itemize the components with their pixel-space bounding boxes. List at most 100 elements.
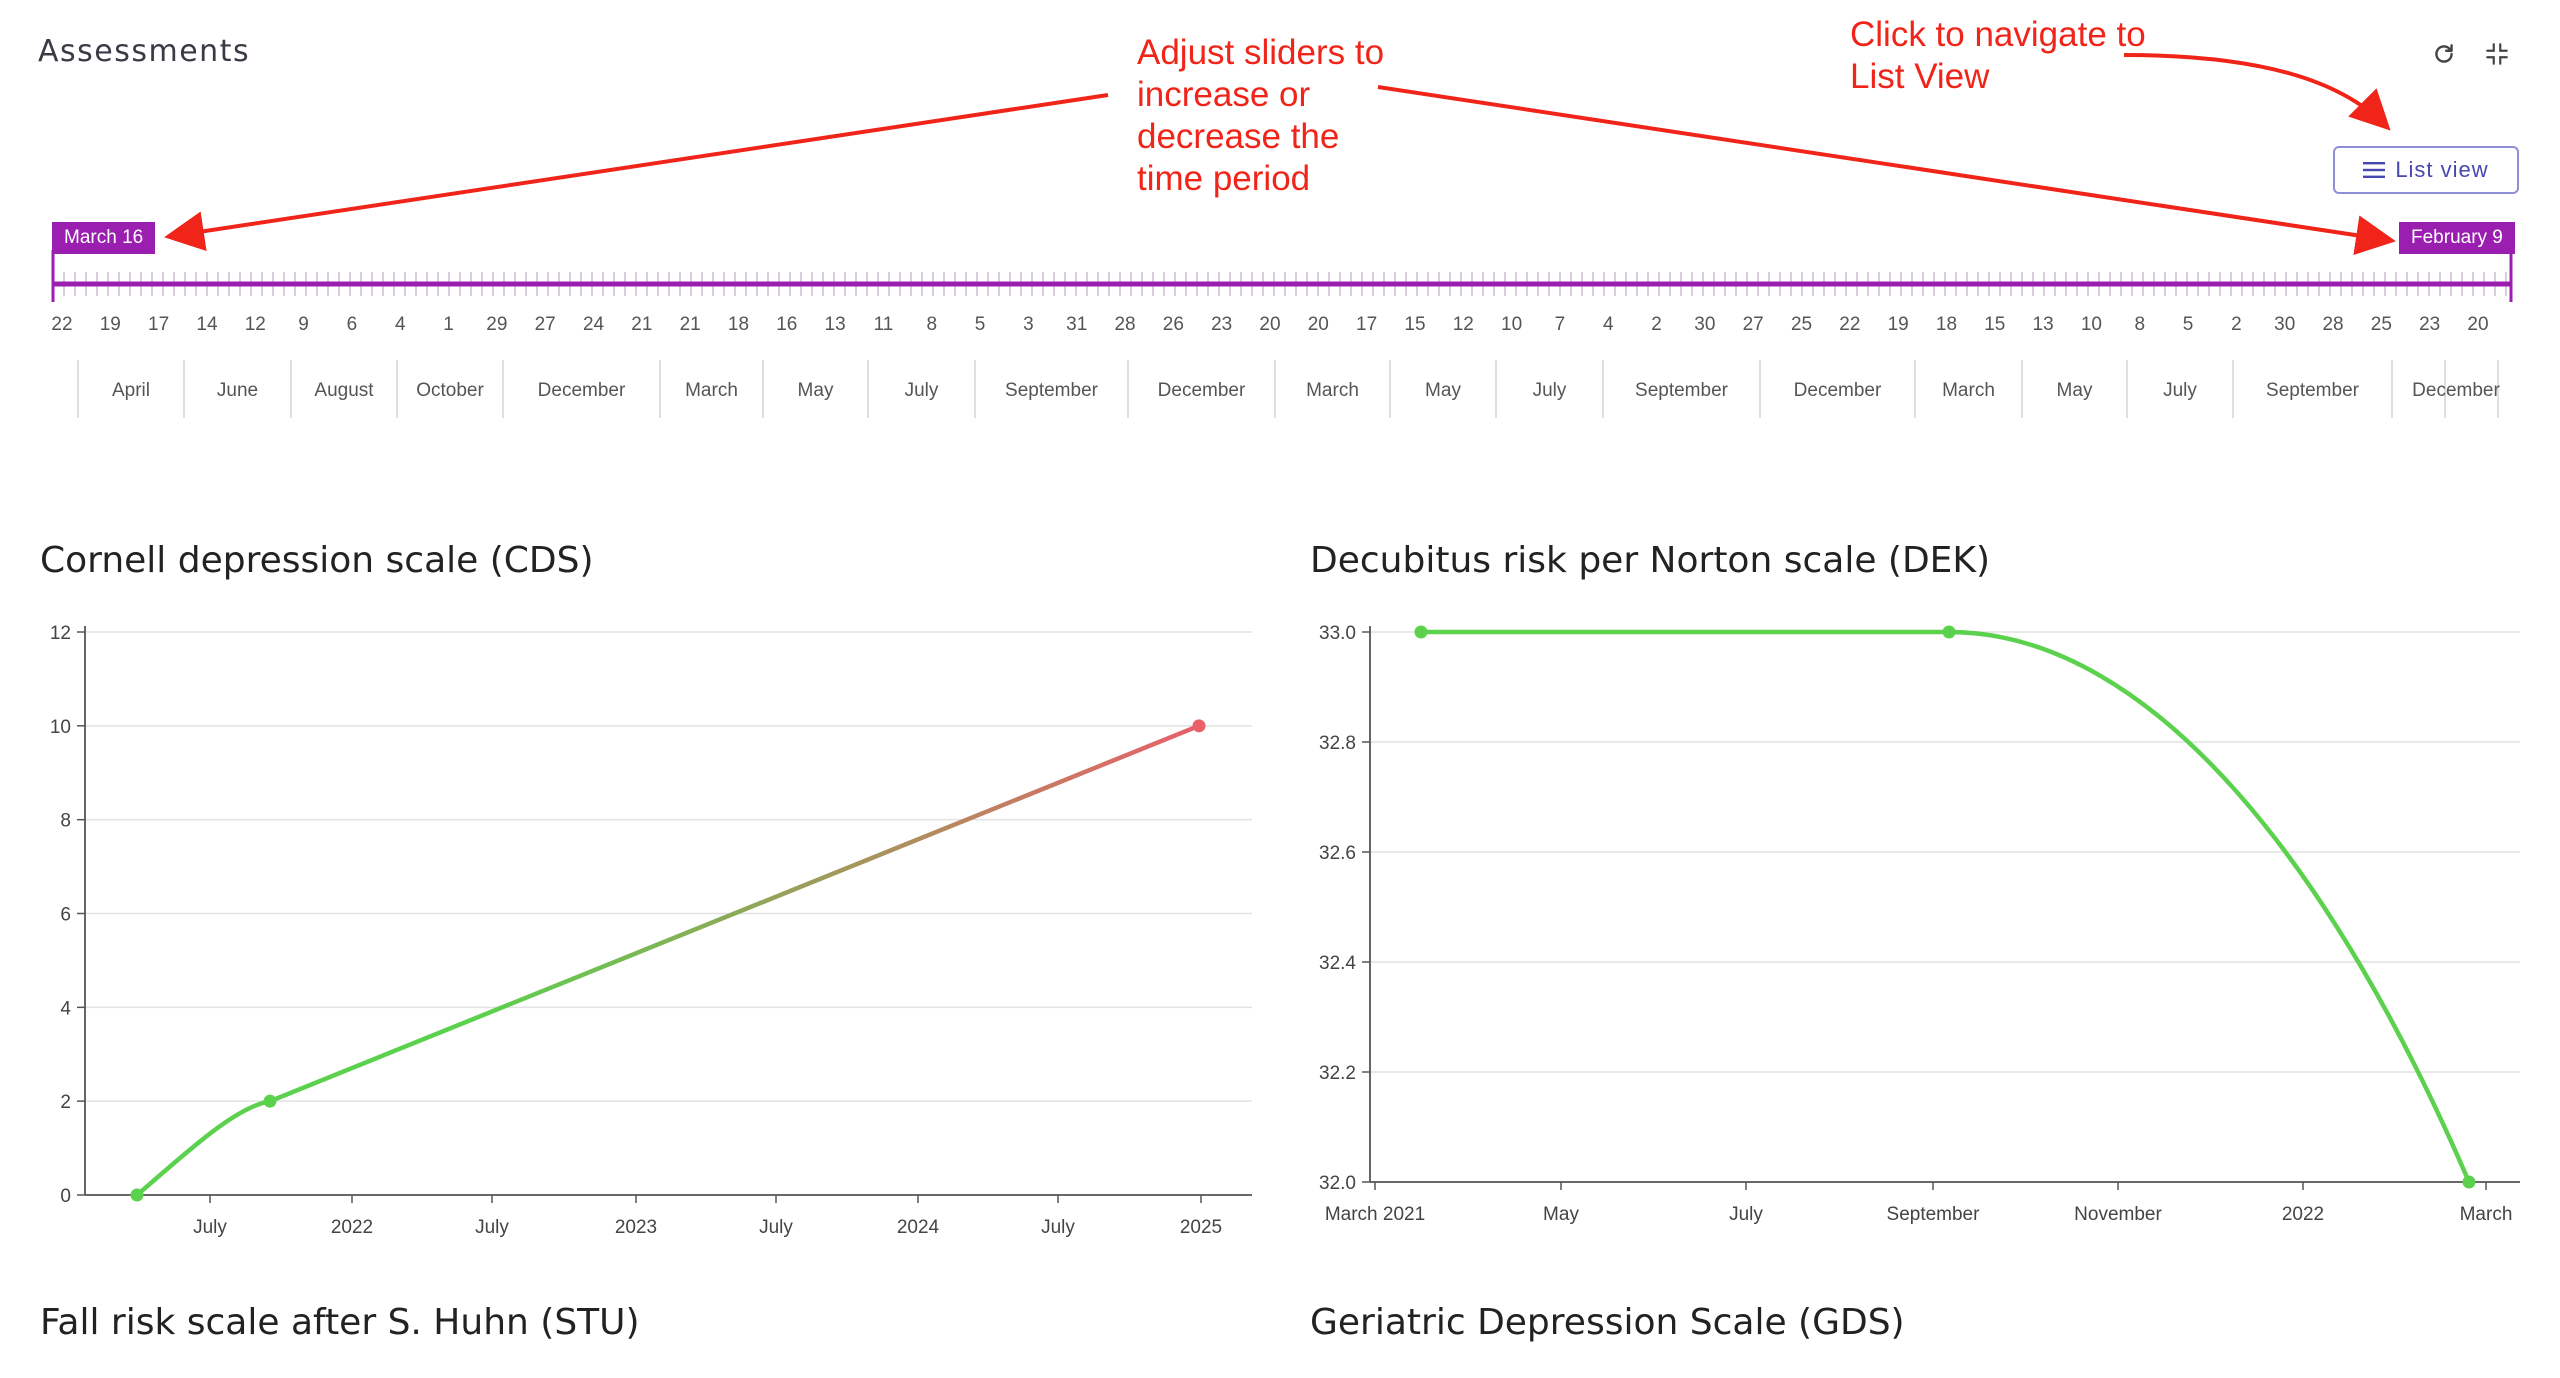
chart-x-tick-label: 2025	[1180, 1217, 1222, 1238]
collapse-icon	[2486, 43, 2508, 65]
timeline-day-tick: 11	[873, 314, 894, 335]
timeline-month-tick: May	[797, 380, 834, 401]
timeline-day-tick: 4	[394, 314, 406, 335]
chart-y-tick-label: 0	[60, 1186, 71, 1207]
chart-y-tick-label: 4	[60, 998, 71, 1019]
timeline-day-tick: 26	[1162, 314, 1184, 335]
timeline-month-tick: July	[2163, 380, 2197, 401]
chart-x-tick-label: 2023	[615, 1217, 657, 1238]
timeline-day-tick: 9	[298, 314, 309, 335]
timeline-month-tick: September	[1005, 380, 1098, 401]
timeline-day-tick: 5	[974, 314, 986, 335]
timeline-day-tick: 30	[2274, 314, 2296, 335]
timeline-day-tick: 15	[1404, 314, 1426, 335]
list-view-label: List view	[2395, 157, 2489, 182]
chart-series-line	[134, 723, 1202, 1198]
annotation-arrow-left	[164, 93, 1109, 252]
chart-x-tick-label: November	[2074, 1204, 2162, 1225]
timeline-day-tick: 1	[443, 314, 454, 335]
timeline-month-tick: October	[416, 380, 484, 401]
chart-data-point	[1192, 719, 1206, 733]
timeline-day-tick: 25	[2370, 314, 2392, 335]
timeline-day-tick: 13	[824, 314, 846, 335]
timeline-day-tick: 29	[486, 314, 508, 335]
chart-data-point	[1414, 625, 1428, 639]
chart-y-tick-label: 32.6	[1319, 843, 1356, 864]
timeline-day-tick: 21	[679, 314, 701, 335]
chart-x-tick-label: 2024	[897, 1217, 940, 1238]
chart-y-tick-label: 32.8	[1319, 733, 1356, 754]
timeline-month-tick: May	[1425, 380, 1461, 401]
timeline-day-tick: 28	[1114, 314, 1136, 335]
list-view-button[interactable]: List view	[2333, 146, 2519, 194]
chart-y-tick-label: 6	[60, 905, 71, 926]
timeline-month-tick: July	[1532, 380, 1567, 401]
timeline-day-tick: 2	[2231, 314, 2242, 335]
stu-chart-title: Fall risk scale after S. Huhn (STU)	[40, 1302, 640, 1343]
annotation-arrow-list	[2123, 53, 2391, 131]
cds-chart: 0 2 4 6 8 10 12 July 2022 July 2023 July 2024 July 202…	[50, 623, 1252, 1238]
timeline-day-tick: 12	[244, 314, 266, 335]
chart-x-tick-label: July	[759, 1217, 793, 1238]
timeline-day-tick: 28	[2322, 314, 2344, 335]
chart-y-tick-label: 32.2	[1319, 1063, 1356, 1084]
chart-y-tick-label: 33.0	[1319, 623, 1356, 644]
timeline-day-tick: 6	[346, 314, 358, 335]
chart-data-point	[130, 1188, 144, 1202]
timeline-day-tick: 23	[2419, 314, 2441, 335]
chart-x-tick-label: March	[2460, 1204, 2513, 1225]
dek-chart: 32.0 32.2 32.4 32.6 32.8 33.0 March 2021 May Jul…	[1319, 623, 2520, 1225]
timeline-day-tick: 27	[1742, 314, 1764, 335]
chart-y-tick-label: 32.4	[1319, 953, 1356, 974]
chart-x-tick-label: 2022	[331, 1217, 373, 1238]
annotation-sliders-note: Adjust sliders to increase or decrease t…	[1137, 33, 1385, 198]
dek-chart-title: Decubitus risk per Norton scale (DEK)	[1310, 540, 1991, 581]
page-title: Assessments	[38, 34, 251, 69]
timeline-month-tick: December	[1793, 380, 1882, 401]
chart-y-tick-label: 8	[60, 811, 71, 832]
timeline-day-tick: 30	[1694, 314, 1716, 335]
refresh-icon	[2435, 44, 2453, 63]
timeline-day-tick: 19	[1887, 314, 1909, 335]
collapse-button[interactable]	[2477, 34, 2517, 74]
timeline-day-tick: 18	[1935, 314, 1958, 335]
annotation-arrow-right	[1377, 85, 2396, 255]
chart-x-tick-label: 2022	[2282, 1204, 2324, 1225]
timeline-slider[interactable]	[0, 220, 2560, 420]
chart-x-tick-label: July	[1041, 1217, 1075, 1238]
timeline-day-tick: 3	[1023, 314, 1034, 335]
timeline-day-tick: 22	[1839, 314, 1861, 335]
chart-y-tick-label: 12	[50, 623, 71, 644]
slider-end-label[interactable]: February 9	[2399, 222, 2515, 254]
timeline-month-tick: May	[2056, 380, 2093, 401]
chart-x-tick-label: July	[475, 1217, 509, 1238]
timeline-day-tick: 16	[776, 314, 798, 335]
timeline-day-tick: 14	[196, 314, 218, 335]
chart-data-point	[2462, 1175, 2476, 1189]
timeline-day-tick: 5	[2182, 314, 2194, 335]
timeline-day-tick: 17	[148, 314, 170, 335]
timeline-day-tick: 8	[926, 314, 938, 335]
gds-chart-title: Geriatric Depression Scale (GDS)	[1310, 1302, 1905, 1343]
timeline-day-tick: 17	[1356, 314, 1378, 335]
slider-start-label[interactable]: March 16	[52, 222, 156, 254]
chart-x-tick-label: March 2021	[1325, 1204, 1425, 1225]
timeline-day-tick: 31	[1066, 314, 1088, 335]
timeline-month-tick: September	[2266, 380, 2359, 401]
chart-x-tick-label: July	[1729, 1204, 1763, 1225]
timeline-day-tick: 21	[631, 314, 653, 335]
chart-y-tick-label: 2	[60, 1092, 71, 1113]
annotation-arrows	[164, 53, 2396, 255]
timeline-day-tick: 8	[2134, 314, 2146, 335]
timeline-day-tick: 20	[1259, 314, 1281, 335]
annotation-list-view-note: Click to navigate to List View	[1850, 15, 2146, 96]
refresh-button[interactable]	[2424, 34, 2464, 74]
timeline-day-tick: 19	[99, 314, 121, 335]
timeline-day-tick: 20	[2467, 314, 2489, 335]
chart-y-tick-label: 10	[50, 717, 71, 738]
timeline-day-tick: 12	[1452, 314, 1474, 335]
timeline-day-tick: 2	[1651, 314, 1662, 335]
chart-x-tick-label: July	[193, 1217, 227, 1238]
timeline-month-lines	[77, 360, 2499, 418]
cds-chart-title: Cornell depression scale (CDS)	[40, 540, 594, 581]
